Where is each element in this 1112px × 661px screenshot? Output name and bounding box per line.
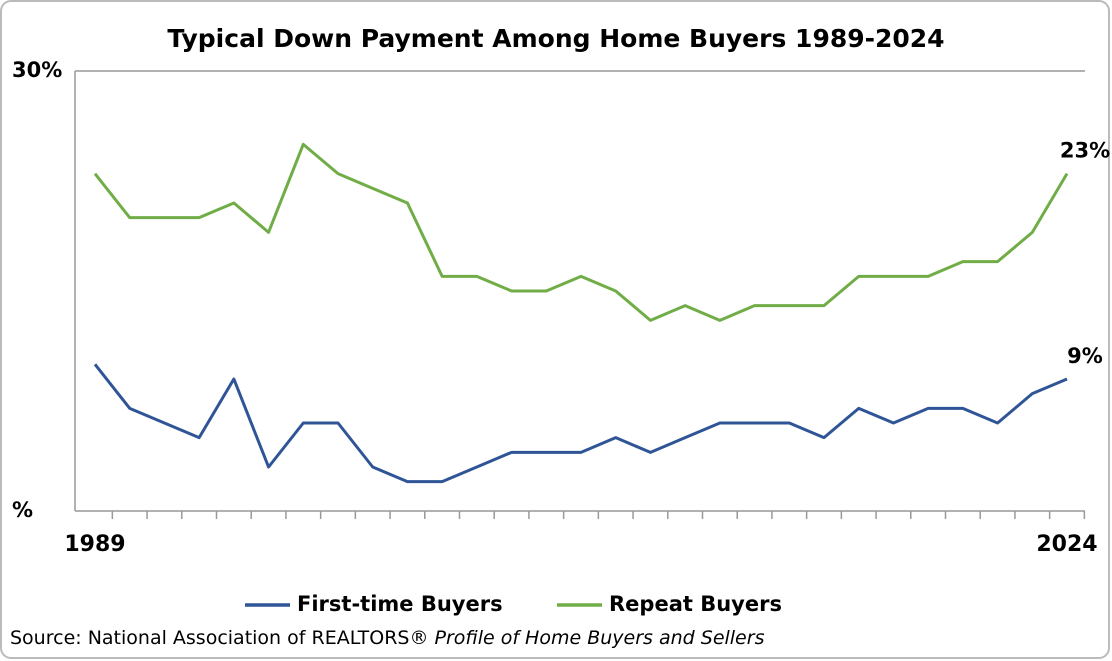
- value-label: 23%: [1060, 139, 1110, 163]
- source-title: Profile of Home Buyers and Sellers: [435, 627, 765, 649]
- series-line: [93, 142, 1069, 322]
- chart-title: Typical Down Payment Among Home Buyers 1…: [167, 24, 944, 53]
- source-text: Source: National Association of REALTORS…: [10, 627, 428, 649]
- y-tick-label: %: [12, 498, 33, 522]
- x-tick-label: 1989: [64, 532, 125, 557]
- value-label: 9%: [1067, 344, 1103, 368]
- y-tick-label: 30%: [12, 58, 62, 82]
- source: Source: National Association of REALTORS…: [10, 627, 765, 649]
- legend-label: Repeat Buyers: [609, 592, 782, 616]
- x-tick-label: 2024: [1036, 532, 1097, 557]
- legend-label: First-time Buyers: [297, 592, 503, 616]
- series-line: [93, 363, 1068, 484]
